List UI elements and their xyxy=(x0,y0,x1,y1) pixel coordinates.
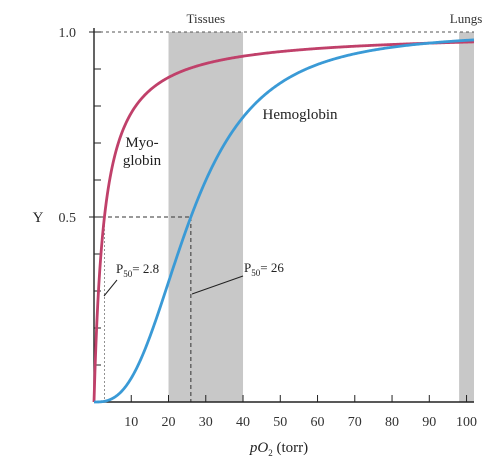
x-axis-title-suffix: (torr) xyxy=(273,440,308,456)
regions-layer xyxy=(168,32,474,402)
x-tick-label: 20 xyxy=(162,415,176,430)
annotation-value: = 2.8 xyxy=(132,261,159,276)
region-band-lungs xyxy=(459,32,474,402)
y-tick-label: 0.5 xyxy=(59,211,77,226)
annotation-leader-p50-hemoglobin xyxy=(191,275,244,295)
x-tick-label: 90 xyxy=(422,415,436,430)
annotation-subscript: 50 xyxy=(251,268,261,278)
x-tick-label: 60 xyxy=(311,415,325,430)
x-tick-label: 30 xyxy=(199,415,213,430)
x-tick-label: 100 xyxy=(456,415,477,430)
annotation-prefix: P xyxy=(116,261,123,276)
x-tick-label: 50 xyxy=(273,415,287,430)
annotation-p50-hemoglobin: P50= 26 xyxy=(244,260,284,278)
annotation-subscript: 50 xyxy=(123,269,133,279)
annotation-value: = 26 xyxy=(260,260,284,275)
x-axis-title-prefix: pO xyxy=(249,440,269,456)
series-label-myoglobin: Myo- xyxy=(125,135,158,151)
x-tick-label: 70 xyxy=(348,415,362,430)
region-label-tissues: Tissues xyxy=(186,11,225,26)
x-tick-label: 40 xyxy=(236,415,250,430)
annotation-leader-p50-myoglobin xyxy=(103,279,118,297)
series-label-hemoglobin: Hemoglobin xyxy=(263,107,338,123)
x-tick-label: 10 xyxy=(124,415,138,430)
y-axis-title: Y xyxy=(33,210,44,226)
x-axis-title: pO2 (torr) xyxy=(249,440,308,458)
series-label-myoglobin: globin xyxy=(123,153,162,169)
y-tick-label: 1.0 xyxy=(59,26,77,41)
annotation-prefix: P xyxy=(244,260,251,275)
region-label-lungs: Lungs xyxy=(450,11,483,26)
x-axis-title-subscript: 2 xyxy=(268,448,273,458)
guide-lines-layer xyxy=(94,31,474,402)
annotation-p50-myoglobin: P50= 2.8 xyxy=(116,261,159,279)
series-line-myoglobin xyxy=(92,40,475,403)
series-line-hemoglobin xyxy=(93,38,475,404)
curves-layer xyxy=(92,38,475,404)
x-tick-label: 80 xyxy=(385,415,399,430)
